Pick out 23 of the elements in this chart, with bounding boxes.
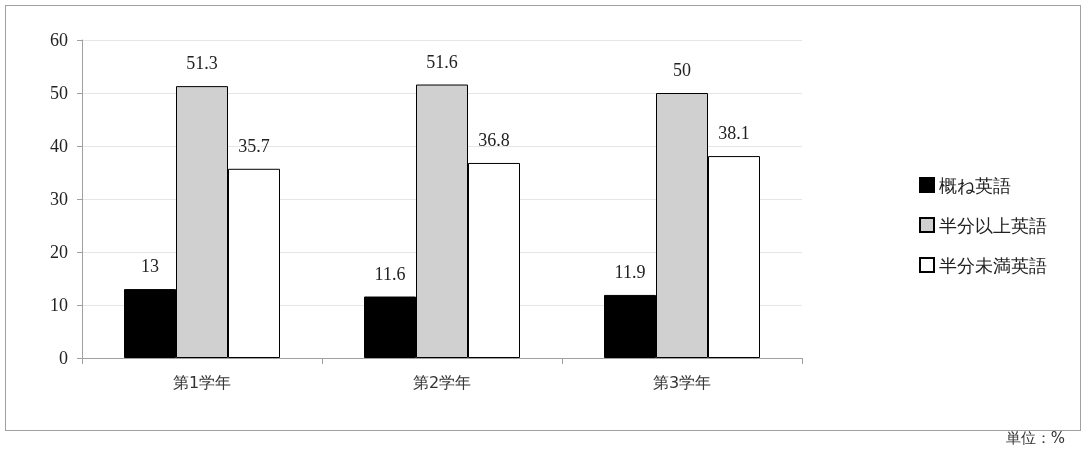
y-tick-label: 50	[50, 83, 68, 103]
data-label: 13	[141, 256, 159, 277]
y-tick-label: 60	[50, 30, 68, 50]
y-tick-label: 40	[50, 136, 68, 156]
data-label: 51.6	[426, 51, 458, 72]
data-label: 51.3	[186, 53, 218, 74]
legend-label: 半分未満英語	[939, 254, 1047, 276]
data-label: 38.1	[718, 123, 750, 144]
x-tick-label: 第3学年	[652, 372, 712, 392]
y-tick-label: 30	[50, 189, 68, 209]
y-tick-label: 10	[50, 295, 68, 315]
y-tick-label: 20	[50, 242, 68, 262]
y-tick-label: 0	[59, 348, 68, 368]
text: 単位：%	[1005, 428, 1066, 447]
data-label: 36.8	[478, 129, 510, 150]
data-label: 35.7	[238, 135, 270, 156]
legend-label: 概ね英語	[939, 174, 1011, 196]
x-tick-label: 第2学年	[412, 372, 472, 392]
legend-label: 半分以上英語	[939, 214, 1047, 236]
data-label: 11.9	[614, 261, 646, 282]
data-label: 50	[673, 60, 691, 80]
data-label: 11.6	[374, 263, 406, 284]
x-tick-label: 第1学年	[172, 372, 232, 392]
